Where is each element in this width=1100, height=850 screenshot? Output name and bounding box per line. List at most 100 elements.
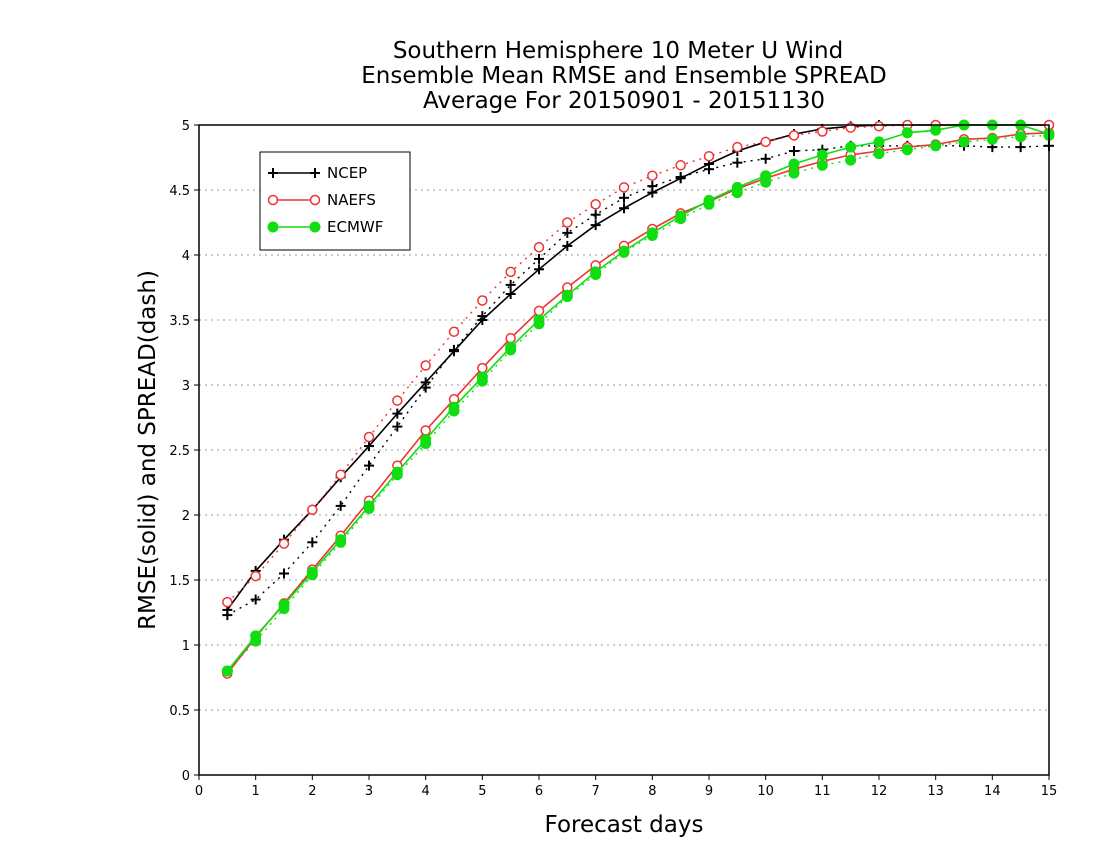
legend-item-naefs: NAEFS	[267, 191, 376, 209]
series-naefs-spread-point-18	[732, 141, 743, 153]
series-ncep-rmse-point-12	[562, 240, 573, 251]
series-naefs-spread-point-8	[448, 326, 460, 337]
series-ncep-spread-point-7	[420, 382, 431, 393]
series-naefs-spread-point-2	[278, 538, 290, 549]
series-ecmwf-spread-point-3	[306, 569, 318, 581]
series-ecmwf-spread-point-0	[221, 665, 233, 677]
series-ecmwf-spread-point-8	[448, 405, 460, 417]
x-tick-label-6: 6	[535, 784, 543, 799]
series-ecmwf-spread-point-15	[646, 230, 658, 241]
series-ncep-rmse-point-10	[505, 289, 516, 299]
series-ecmwf-spread-point-9	[476, 375, 488, 387]
x-tick-label-8: 8	[648, 784, 656, 799]
series-ncep-spread-point-15	[647, 181, 658, 192]
x-tick-label-9: 9	[705, 784, 713, 799]
series-ncep-spread-point-12	[562, 227, 573, 238]
chart-title: Southern Hemisphere 10 Meter U Wind Ense…	[361, 38, 886, 114]
y-tick-label-4: 2	[182, 509, 190, 524]
series-naefs-spread-point-4	[335, 469, 346, 480]
series-ncep-spread-point-13	[590, 209, 601, 220]
series-ecmwf-spread-point-27	[986, 133, 998, 145]
legend-marker-right-ecmwf	[309, 221, 321, 233]
series-naefs-spread-point-17	[703, 150, 715, 162]
series-ncep-spread-point-20	[789, 146, 799, 156]
series-naefs-spread-point-9	[477, 295, 488, 306]
y-tick-label-3: 1.5	[169, 574, 190, 589]
series-naefs-spread-point-6	[392, 395, 403, 406]
series-naefs-spread-point-13	[590, 199, 601, 210]
x-tick-label-14: 14	[984, 784, 1001, 799]
series-ecmwf-spread-point-20	[788, 167, 800, 179]
series-ecmwf-rmse-point-24	[901, 127, 913, 139]
series-ncep-spread-point-11	[534, 253, 544, 264]
series-ecmwf-spread-point-26	[958, 136, 970, 148]
series-ecmwf-spread	[221, 129, 1055, 677]
legend-label-ncep: NCEP	[327, 164, 367, 182]
series-naefs-spread-point-12	[562, 217, 573, 228]
series-naefs-rmse-point-7	[420, 425, 431, 436]
series-ecmwf-spread-point-2	[278, 603, 290, 615]
y-tick-label-8: 4	[182, 249, 190, 264]
legend-box	[259, 151, 411, 251]
series-ncep-spread-point-4	[335, 500, 346, 511]
y-tick-label-1: 0.5	[169, 704, 190, 719]
series-ecmwf-spread-point-4	[335, 536, 347, 548]
legend-marker-left-ecmwf	[267, 221, 279, 233]
chart-title-line-2: Ensemble Mean RMSE and Ensemble SPREAD	[361, 63, 886, 89]
series-naefs-spread-point-14	[618, 182, 630, 193]
series-ncep-spread-point-1	[250, 594, 261, 605]
series-ncep-rmse-point-5	[364, 441, 374, 452]
series-ecmwf-spread-point-19	[760, 176, 772, 188]
y-tick-label-9: 4.5	[169, 184, 190, 199]
series-naefs-spread-point-1	[250, 570, 261, 582]
series-ecmwf-spread-point-11	[533, 318, 545, 330]
y-tick-label-6: 3	[182, 379, 190, 394]
legend-item-ncep: NCEP	[268, 164, 367, 182]
series-ecmwf-rmse-point-23	[873, 136, 885, 148]
series-naefs-spread-point-21	[817, 126, 828, 137]
series-naefs-spread-point-15	[647, 170, 658, 181]
series-naefs-spread	[222, 119, 1055, 608]
series-ncep-spread-point-17	[704, 164, 714, 175]
series-ncep-spread-point-6	[392, 421, 403, 432]
series-ncep-rmse-point-11	[534, 264, 544, 275]
series-naefs-spread-point-16	[675, 160, 686, 171]
series-naefs-spread-line	[226, 124, 1049, 603]
x-tick-label-5: 5	[478, 784, 486, 799]
y-axis: 0 0.5 1 1.5 2 2.5 3 3.5 4 4.5 5	[169, 119, 199, 784]
legend-marker-right-naefs	[309, 194, 321, 206]
series-ncep-spread-point-10	[505, 279, 516, 290]
series-ecmwf-spread-point-24	[901, 144, 913, 156]
series-ecmwf-spread-point-7	[420, 438, 432, 449]
series-ecmwf-spread-point-5	[363, 503, 375, 514]
series-ncep-spread-point-3	[307, 537, 318, 548]
series-naefs-spread-point-7	[420, 360, 431, 371]
legend-marker-left-naefs	[267, 194, 279, 206]
y-tick-label-2: 1	[182, 639, 190, 654]
series-ncep-spread-point-19	[760, 153, 771, 164]
series-ncep-rmse-point-6	[392, 408, 403, 419]
x-tick-label-1: 1	[252, 784, 260, 799]
x-tick-label-0: 0	[195, 784, 203, 799]
series-ncep-spread-point-0	[222, 610, 233, 621]
series-naefs-rmse-point-10	[505, 332, 516, 344]
series-naefs-spread-point-19	[760, 136, 771, 148]
series-ncep-spread-point-5	[364, 460, 374, 471]
series-ncep-spread-point-2	[279, 568, 289, 579]
series-naefs-spread-point-23	[873, 121, 885, 132]
series-naefs-rmse-point-9	[477, 362, 488, 374]
series-naefs-spread-point-5	[363, 431, 375, 443]
series-ecmwf-spread-point-22	[845, 154, 857, 166]
series-naefs-spread-point-3	[307, 504, 318, 516]
y-tick-label-10: 5	[182, 119, 190, 134]
series-naefs-spread-point-20	[788, 130, 800, 141]
series-ecmwf-spread-point-23	[873, 148, 885, 160]
series-ecmwf-rmse-point-22	[845, 141, 857, 153]
series-ecmwf-spread-point-25	[930, 140, 942, 152]
series-ecmwf-spread-point-6	[391, 469, 403, 481]
legend-marker-left-ncep	[268, 168, 278, 178]
legend-item-ecmwf: ECMWF	[267, 218, 383, 236]
series-ecmwf-rmse-point-21	[816, 149, 828, 161]
series-ncep-spread-point-14	[619, 192, 629, 203]
